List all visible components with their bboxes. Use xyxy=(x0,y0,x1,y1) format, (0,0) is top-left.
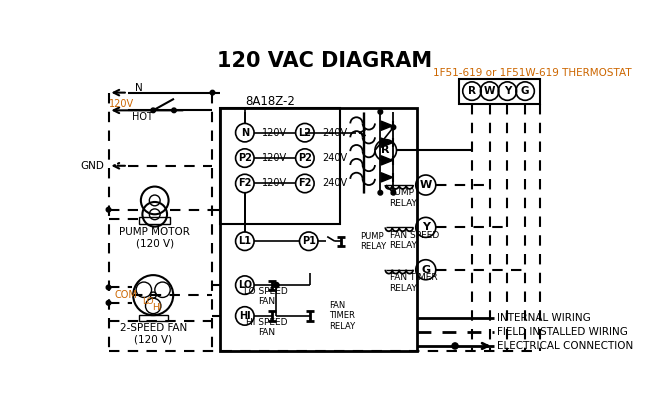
Circle shape xyxy=(210,91,215,95)
Text: R: R xyxy=(468,86,476,96)
Text: P2: P2 xyxy=(238,153,252,163)
Text: 240V: 240V xyxy=(322,178,347,189)
Text: INTERNAL WIRING: INTERNAL WIRING xyxy=(497,313,591,323)
Text: FAN TIMER
RELAY: FAN TIMER RELAY xyxy=(389,273,438,292)
Text: FAN SPEED
RELAY: FAN SPEED RELAY xyxy=(389,231,439,250)
Text: ELECTRICAL CONNECTION: ELECTRICAL CONNECTION xyxy=(497,341,634,351)
Circle shape xyxy=(107,300,111,305)
Text: P2: P2 xyxy=(298,153,312,163)
Text: W: W xyxy=(419,180,432,190)
Text: W: W xyxy=(484,86,495,96)
Text: P1: P1 xyxy=(302,236,316,246)
Text: F2: F2 xyxy=(238,178,251,189)
Circle shape xyxy=(107,207,111,212)
Circle shape xyxy=(391,125,396,129)
Text: 2-SPEED FAN
(120 V): 2-SPEED FAN (120 V) xyxy=(119,323,187,344)
Text: 120V: 120V xyxy=(262,128,287,138)
Text: 240V: 240V xyxy=(322,153,347,163)
Text: L1: L1 xyxy=(239,236,251,246)
Text: 120 VAC DIAGRAM: 120 VAC DIAGRAM xyxy=(216,51,431,71)
Circle shape xyxy=(391,190,396,195)
Text: LO: LO xyxy=(142,297,153,306)
Text: N: N xyxy=(135,83,143,93)
Text: R: R xyxy=(381,145,390,155)
Circle shape xyxy=(378,190,383,195)
Text: HI: HI xyxy=(239,311,251,321)
Polygon shape xyxy=(381,156,393,165)
Circle shape xyxy=(378,110,383,114)
Text: HI SPEED
FAN: HI SPEED FAN xyxy=(246,318,287,337)
Text: G: G xyxy=(421,265,430,275)
Circle shape xyxy=(107,285,111,290)
Polygon shape xyxy=(381,173,393,182)
Polygon shape xyxy=(381,138,393,147)
Text: PUMP
RELAY: PUMP RELAY xyxy=(389,189,417,208)
Text: 120V: 120V xyxy=(262,178,287,189)
Text: FAN
TIMER
RELAY: FAN TIMER RELAY xyxy=(330,301,356,331)
Text: 8A18Z-2: 8A18Z-2 xyxy=(245,96,295,109)
Text: COM: COM xyxy=(115,290,138,300)
Text: PUMP
RELAY: PUMP RELAY xyxy=(360,232,387,251)
Polygon shape xyxy=(381,121,393,130)
Text: L2: L2 xyxy=(298,128,312,138)
Text: 240V: 240V xyxy=(322,128,347,138)
Bar xyxy=(139,217,170,223)
Bar xyxy=(220,108,340,223)
Circle shape xyxy=(172,108,176,113)
Text: Y: Y xyxy=(422,222,429,233)
Text: Y: Y xyxy=(504,86,511,96)
Text: HI: HI xyxy=(152,303,161,312)
Text: 120V: 120V xyxy=(262,153,287,163)
Text: 120V: 120V xyxy=(109,99,133,109)
Text: LO SPEED
FAN: LO SPEED FAN xyxy=(245,287,288,306)
Circle shape xyxy=(273,282,279,288)
Text: FIELD INSTALLED WIRING: FIELD INSTALLED WIRING xyxy=(497,327,628,337)
Text: LO: LO xyxy=(238,280,252,290)
Bar xyxy=(139,315,168,321)
Text: PUMP MOTOR
(120 V): PUMP MOTOR (120 V) xyxy=(119,227,190,248)
Bar xyxy=(220,108,417,351)
Text: 1F51-619 or 1F51W-619 THERMOSTAT: 1F51-619 or 1F51W-619 THERMOSTAT xyxy=(433,68,631,78)
Bar xyxy=(459,79,540,104)
Circle shape xyxy=(151,108,155,113)
Text: HOT: HOT xyxy=(131,111,153,122)
Text: GND: GND xyxy=(81,161,105,171)
Circle shape xyxy=(452,343,458,349)
Text: N: N xyxy=(241,128,249,138)
Text: G: G xyxy=(521,86,529,96)
Text: F2: F2 xyxy=(298,178,312,189)
